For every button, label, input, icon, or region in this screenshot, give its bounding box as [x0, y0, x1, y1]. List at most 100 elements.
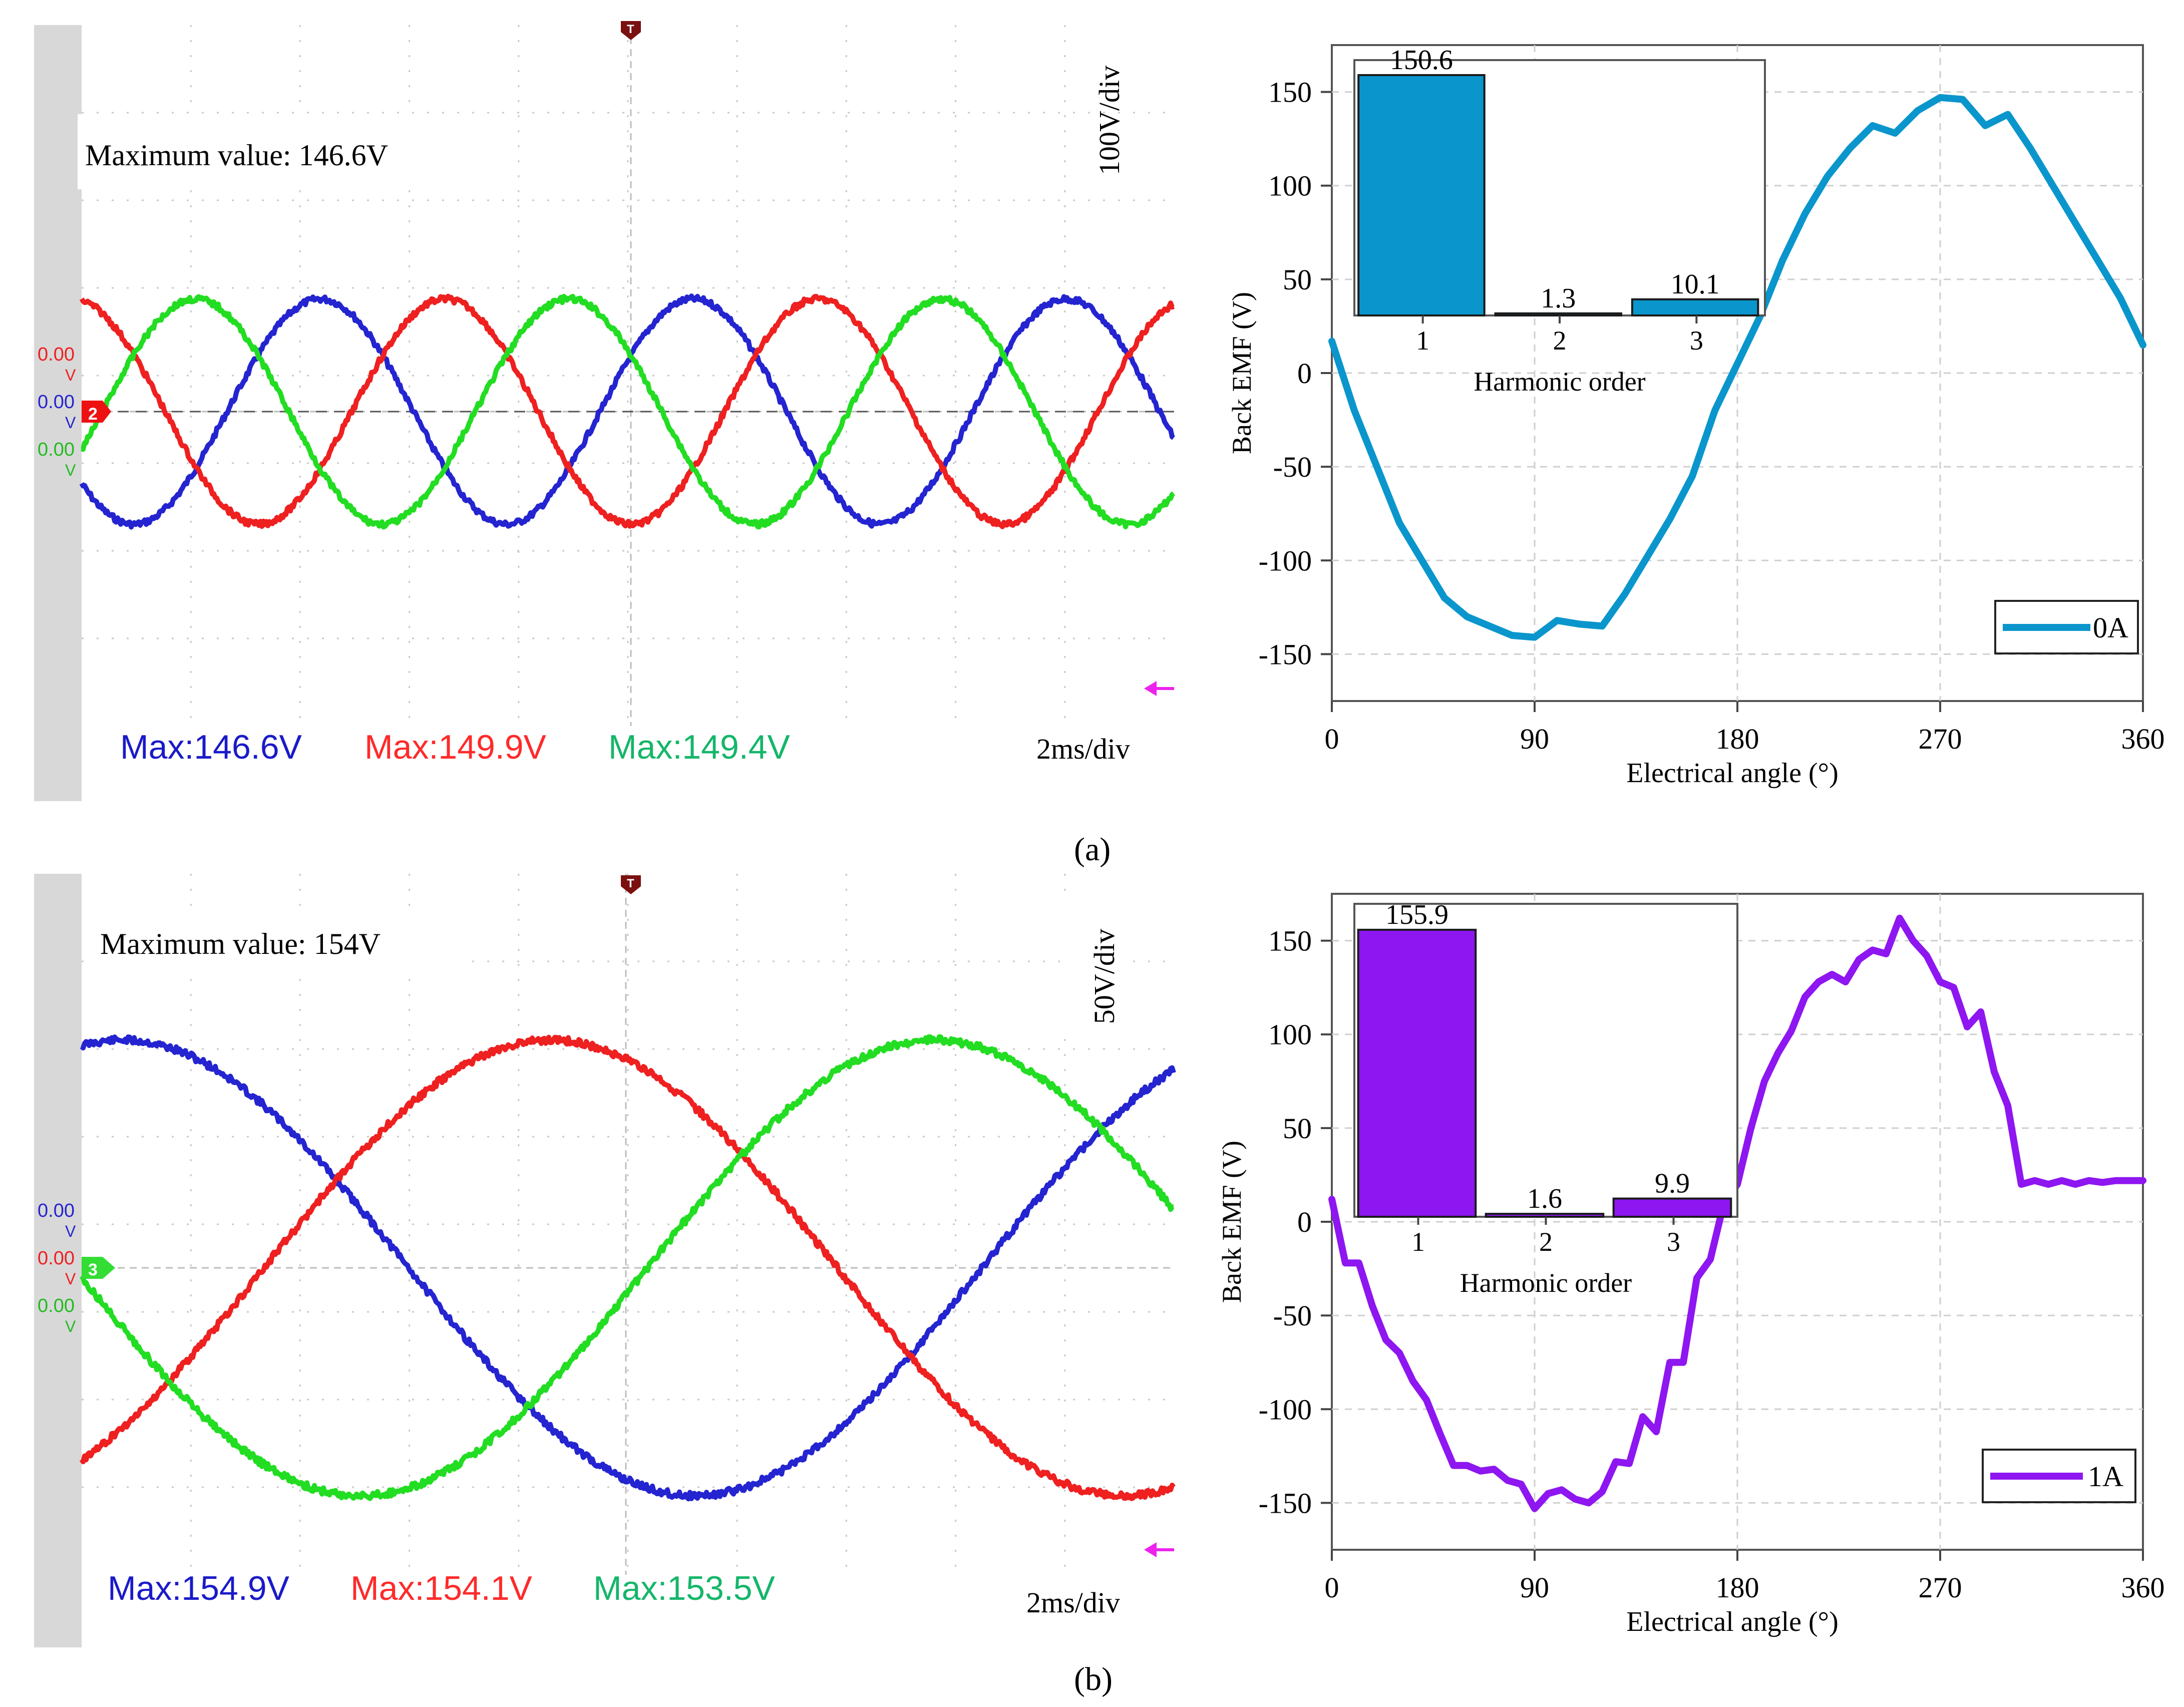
scope-b-level-arrow-icon	[1144, 1542, 1174, 1557]
x-tick-label: 0	[1325, 723, 1339, 755]
inset-category-label: 2	[1553, 325, 1567, 356]
chart-b-ticks: 150 100 50 0 -50 -100 -150 0 90 180 270 360	[1259, 925, 2165, 1604]
scope-a-max-value: Maximum value: 146.6V	[85, 139, 388, 172]
inset-bar-value: 1.6	[1527, 1183, 1562, 1214]
panel-label-b: (b)	[1074, 1661, 1113, 1697]
x-tick-label: 90	[1520, 1571, 1549, 1604]
scope-b-ch-green-value: 0.00	[38, 1295, 75, 1316]
inset-x-label: Harmonic order	[1460, 1268, 1632, 1298]
x-tick-label: 360	[2121, 1571, 2165, 1604]
inset-category-label: 2	[1539, 1227, 1553, 1257]
y-tick-label: 100	[1268, 170, 1312, 202]
scope-b-max-label-bg	[90, 916, 461, 976]
scope-b-trigger-text: T	[627, 877, 634, 890]
y-tick-label: -150	[1259, 638, 1312, 670]
inset-bar	[1631, 298, 1759, 317]
x-tick-label: 90	[1520, 723, 1549, 755]
scope-b-time-div: 2ms/div	[1026, 1586, 1120, 1619]
inset-category-label: 3	[1667, 1227, 1680, 1257]
y-tick-label: -50	[1273, 451, 1312, 483]
scope-b-ch-blue-value: 0.00	[38, 1200, 75, 1221]
y-tick-label: 150	[1268, 925, 1312, 957]
x-tick-label: 180	[1716, 1571, 1759, 1604]
y-tick-label: 100	[1268, 1018, 1312, 1051]
y-tick-label: -100	[1259, 544, 1312, 577]
scope-a-ch-blue-unit: V	[65, 414, 76, 432]
chart-b-legend-label: 1A	[2088, 1460, 2123, 1493]
chart-a-legend-label: 0A	[2093, 611, 2128, 644]
scope-a-side-bar	[34, 25, 82, 801]
chart-a-x-label: Electrical angle (°)	[1626, 758, 1838, 789]
scope-a-max-label-bg	[78, 114, 473, 189]
chart-a-ticks: 150 100 50 0 -50 -100 -150 0 90 180 270 360	[1259, 76, 2165, 755]
scope-b-ch-red-value: 0.00	[38, 1248, 75, 1269]
scope-b-max-red: Max:154.1V	[350, 1569, 533, 1607]
y-tick-label: 0	[1297, 1206, 1312, 1238]
inset-category-label: 1	[1411, 1227, 1425, 1257]
scope-b-channel-marker-icon	[82, 1257, 115, 1279]
scope-a-max-green: Max:149.4V	[608, 728, 791, 766]
scope-wave-blue	[79, 293, 1176, 530]
scope-a-ch-red-unit: V	[65, 366, 76, 384]
inset-bar	[1485, 1213, 1605, 1218]
scope-b-grid	[82, 874, 1174, 1575]
scope-b-waves	[79, 1034, 1176, 1502]
scope-a-channel-marker-text: 2	[88, 405, 98, 424]
y-tick-label: 50	[1283, 1112, 1312, 1145]
scope-a-waves	[79, 293, 1176, 530]
scope-a-channel-marker-icon	[82, 401, 111, 423]
y-tick-label: -100	[1259, 1393, 1312, 1426]
scope-b-ch-red-unit: V	[65, 1270, 76, 1288]
x-tick-label: 360	[2121, 723, 2165, 755]
chart-b-x-label: Electrical angle (°)	[1626, 1606, 1838, 1637]
scope-a-ch-green-unit: V	[65, 461, 76, 479]
scope-a-trigger-text: T	[627, 23, 634, 36]
scope-a-max-blue: Max:146.6V	[120, 728, 302, 766]
inset-bar-value: 150.6	[1390, 45, 1453, 76]
inset-bar-value: 9.9	[1655, 1168, 1690, 1199]
scope-b-volt-div-bg	[1061, 891, 1132, 1039]
inset-category-label: 1	[1416, 325, 1429, 356]
inset-bar-value: 1.3	[1541, 283, 1576, 314]
scope-wave-blue	[80, 1034, 1176, 1502]
x-tick-label: 270	[1919, 1571, 1962, 1604]
y-tick-label: 150	[1268, 76, 1312, 109]
chart-b-y-label: Back EMF (V)	[1217, 1141, 1247, 1303]
scope-b-ch-green-unit: V	[65, 1317, 76, 1335]
scope-b-ch-blue-unit: V	[65, 1222, 76, 1240]
chart-a-series-line	[1328, 94, 2146, 641]
scope-b-max-green: Max:153.5V	[593, 1569, 776, 1607]
panel-label-a: (a)	[1074, 831, 1111, 868]
scope-a-max-red: Max:149.9V	[365, 728, 547, 766]
inset-bar-value: 155.9	[1385, 899, 1448, 930]
inset-bar	[1357, 74, 1486, 316]
scope-wave-green	[81, 293, 1175, 530]
y-tick-label: 0	[1297, 357, 1312, 390]
scope-b-channel-marker-text: 3	[88, 1260, 98, 1279]
inset-bar-value: 10.1	[1671, 269, 1720, 300]
scope-a-level-arrow-icon	[1144, 681, 1174, 696]
inset-bar	[1612, 1197, 1732, 1218]
chart-b-inset: 155.9 1 1.6 2 9.9 3 Harmonic order	[1353, 899, 1738, 1298]
scope-wave-red	[79, 1035, 1176, 1501]
scope-a-ch-blue-value: 0.00	[38, 392, 75, 413]
inset-bar	[1494, 312, 1623, 317]
scope-b-trigger-icon	[621, 875, 641, 894]
inset-category-label: 3	[1690, 325, 1703, 356]
scope-a-time-div: 2ms/div	[1036, 733, 1130, 765]
scope-b-volt-div: 50V/div	[1088, 929, 1121, 1024]
y-tick-label: -50	[1273, 1299, 1312, 1332]
scope-b-side-bar	[34, 874, 82, 1647]
scope-a: Maximum value: 146.6V 100V/div 0.00 V 0.…	[34, 21, 1176, 801]
x-tick-label: 0	[1325, 1571, 1339, 1604]
scope-a-ch-green-value: 0.00	[38, 439, 75, 460]
scope-a-volt-div: 100V/div	[1093, 66, 1126, 175]
y-tick-label: -150	[1259, 1487, 1312, 1519]
scope-b-max-value: Maximum value: 154V	[100, 927, 381, 960]
scope-a-ch-red-value: 0.00	[38, 344, 75, 365]
scope-wave-red	[79, 293, 1175, 529]
x-tick-label: 270	[1919, 723, 1962, 755]
